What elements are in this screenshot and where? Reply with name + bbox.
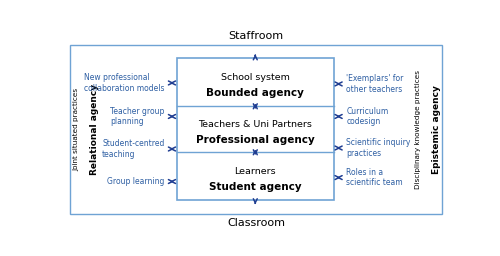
Text: New professional
collaboration models: New professional collaboration models — [84, 73, 164, 93]
Text: Relational agency: Relational agency — [90, 84, 99, 175]
Text: Learners: Learners — [234, 167, 276, 176]
Bar — [70, 45, 442, 214]
Text: Student-centred
teaching: Student-centred teaching — [102, 139, 164, 159]
Text: Curriculum
codesign: Curriculum codesign — [346, 107, 389, 126]
Bar — [177, 58, 334, 200]
Text: 'Exemplars' for
other teachers: 'Exemplars' for other teachers — [346, 74, 404, 94]
Text: Epistemic agency: Epistemic agency — [432, 85, 441, 174]
Text: Group learning: Group learning — [107, 177, 164, 186]
Text: Teachers & Uni Partners: Teachers & Uni Partners — [198, 120, 312, 129]
Text: Disciplinary knowledge practices: Disciplinary knowledge practices — [415, 70, 421, 189]
Text: Professional agency: Professional agency — [196, 135, 314, 145]
Text: Joint situated practices: Joint situated practices — [73, 88, 79, 171]
Text: Teacher group
planning: Teacher group planning — [110, 107, 164, 126]
Text: School system: School system — [221, 73, 290, 82]
Text: Student agency: Student agency — [209, 183, 302, 193]
Text: Classroom: Classroom — [227, 218, 285, 228]
Text: Staffroom: Staffroom — [228, 30, 284, 41]
Text: Bounded agency: Bounded agency — [206, 88, 304, 98]
Text: Roles in a
scientific team: Roles in a scientific team — [346, 168, 403, 187]
Text: Scientific inquiry
practices: Scientific inquiry practices — [346, 138, 410, 158]
